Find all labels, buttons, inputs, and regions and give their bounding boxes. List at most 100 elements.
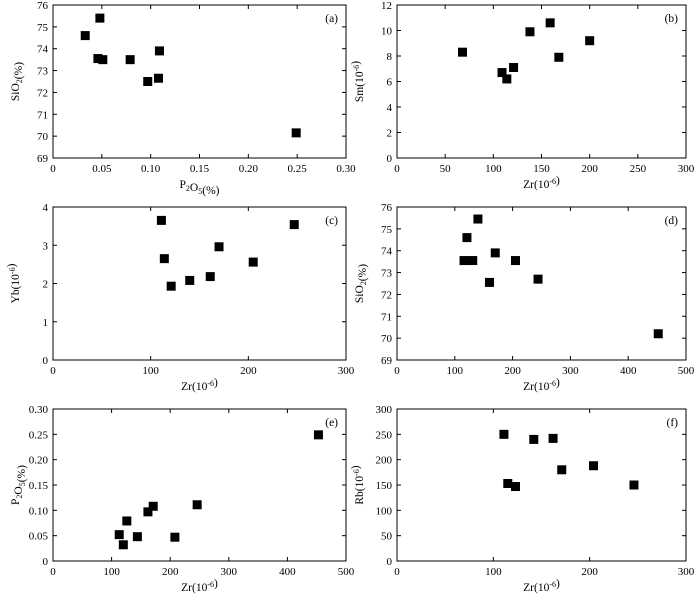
- y-tick-label: 73: [37, 66, 49, 78]
- data-point: [214, 242, 224, 252]
- x-tick-label: 50: [440, 163, 452, 175]
- x-tick-label: 0.10: [141, 163, 161, 175]
- data-point: [629, 480, 639, 490]
- data-point: [248, 257, 258, 267]
- y-tick-label: 2: [387, 128, 393, 140]
- y-tick-label: 72: [381, 289, 392, 301]
- x-tick-label: 200: [240, 365, 257, 377]
- y-tick-label: 71: [381, 311, 392, 323]
- y-axis-label: Sm(10-6): [350, 61, 366, 102]
- y-axis-label: SiO2(%): [10, 62, 25, 101]
- data-point: [458, 47, 468, 57]
- plot-frame: [52, 4, 347, 159]
- y-tick-label: 1: [43, 317, 49, 329]
- x-tick-label: 100: [485, 566, 502, 578]
- data-point: [533, 274, 543, 284]
- data-point: [499, 429, 509, 439]
- y-tick-label: 50: [381, 531, 393, 543]
- panel-label: (b): [665, 13, 679, 25]
- data-point: [153, 73, 163, 83]
- data-point: [468, 256, 478, 266]
- data-point: [118, 540, 128, 550]
- x-tick-label: 400: [279, 566, 296, 578]
- x-tick-label: 0: [394, 163, 400, 175]
- x-tick-label: 100: [142, 365, 159, 377]
- data-point: [156, 215, 166, 225]
- x-axis-label: P2O5(%): [180, 179, 220, 197]
- y-tick-label: 8: [387, 51, 393, 63]
- y-tick-label: 69: [37, 153, 49, 165]
- data-point: [143, 77, 153, 86]
- plot-frame: [396, 206, 687, 361]
- data-point: [653, 329, 663, 339]
- plot-frame: [396, 4, 687, 159]
- y-tick-label: 200: [376, 455, 393, 467]
- y-tick-label: 70: [381, 333, 393, 345]
- data-point: [170, 532, 180, 542]
- x-tick-label: 0: [50, 566, 56, 578]
- plot-frame: [396, 408, 687, 562]
- x-tick-label: 300: [221, 566, 238, 578]
- y-tick-label: 100: [376, 505, 393, 517]
- x-tick-label: 0.25: [288, 163, 308, 175]
- data-point: [291, 128, 301, 138]
- data-point: [545, 18, 555, 28]
- x-tick-label: 200: [162, 566, 179, 578]
- x-axis-label: Zr(10-6): [181, 578, 218, 594]
- y-tick-label: 0.15: [29, 480, 49, 492]
- data-point: [80, 31, 90, 41]
- x-tick-label: 400: [620, 365, 637, 377]
- y-tick-label: 250: [376, 429, 393, 441]
- y-tick-label: 3: [43, 240, 49, 252]
- data-point: [585, 36, 595, 46]
- data-point: [548, 433, 558, 443]
- y-tick-label: 0: [43, 556, 49, 568]
- x-tick-label: 500: [338, 566, 355, 578]
- plot-frame: [52, 206, 347, 361]
- data-point: [192, 500, 202, 510]
- x-axis-label: Zr(10-6): [523, 175, 560, 191]
- y-tick-label: 73: [381, 268, 393, 280]
- x-tick-label: 100: [485, 163, 502, 175]
- data-point: [143, 507, 153, 517]
- data-point: [503, 478, 513, 488]
- panel-label: (c): [325, 215, 338, 227]
- x-tick-label: 500: [678, 365, 695, 377]
- data-point: [132, 532, 142, 542]
- x-tick-label: 300: [562, 365, 579, 377]
- y-axis-label: SiO2(%): [354, 264, 369, 303]
- data-point: [497, 68, 507, 78]
- x-tick-label: 0.30: [336, 163, 356, 175]
- x-tick-label: 250: [630, 163, 647, 175]
- y-tick-label: 300: [376, 404, 393, 416]
- data-point: [554, 52, 564, 62]
- y-tick-label: 12: [381, 0, 392, 12]
- data-point: [148, 501, 158, 511]
- data-point: [93, 54, 103, 64]
- y-tick-label: 0: [387, 556, 393, 568]
- data-point: [205, 272, 215, 282]
- x-tick-label: 200: [581, 163, 598, 175]
- x-tick-label: 200: [504, 365, 521, 377]
- x-tick-label: 200: [581, 566, 598, 578]
- data-point: [510, 256, 520, 266]
- panel-c: 0 100 200 300 0 1 2 3 4 (c) Zr(10-6) Yb(10-6): [6, 202, 355, 393]
- data-point: [557, 465, 567, 475]
- x-tick-label: 0.15: [190, 163, 210, 175]
- x-tick-label: 0: [394, 365, 400, 377]
- y-tick-label: 0.25: [29, 429, 49, 441]
- y-tick-label: 74: [37, 44, 49, 56]
- panel-label: (f): [667, 417, 679, 429]
- data-point: [98, 55, 108, 65]
- data-point: [589, 461, 599, 471]
- y-tick-label: 76: [37, 0, 49, 12]
- data-point: [502, 74, 512, 84]
- x-axis-label: Zr(10-6): [181, 377, 218, 393]
- y-tick-label: 72: [37, 87, 48, 99]
- data-point: [122, 516, 132, 526]
- data-point: [490, 248, 500, 258]
- x-tick-label: 100: [103, 566, 120, 578]
- data-point: [154, 46, 164, 56]
- y-tick-label: 0.05: [29, 531, 49, 543]
- x-tick-label: 300: [338, 365, 355, 377]
